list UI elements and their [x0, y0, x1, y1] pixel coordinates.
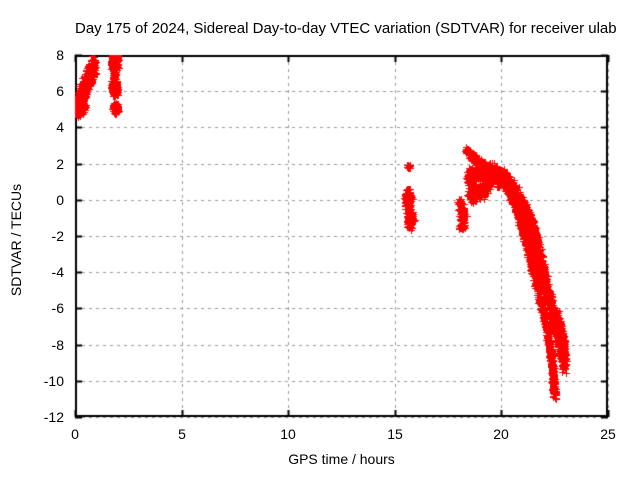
y-tick-label: -6 — [51, 300, 64, 316]
x-tick-label: 20 — [493, 426, 509, 442]
x-tick-label: 10 — [280, 426, 296, 442]
y-tick-label: 2 — [56, 156, 64, 172]
y-tick-label: 4 — [56, 119, 64, 135]
x-tick-label: 0 — [71, 426, 79, 442]
y-tick-label: 8 — [56, 47, 64, 63]
y-tick-label: -10 — [43, 373, 64, 389]
x-tick-label: 5 — [178, 426, 186, 442]
y-tick-label: 6 — [56, 83, 64, 99]
y-tick-label: 0 — [56, 192, 64, 208]
y-tick-label: -12 — [43, 409, 64, 425]
y-tick-label: -2 — [51, 228, 64, 244]
x-tick-label: 15 — [387, 426, 403, 442]
x-axis-title: GPS time / hours — [288, 451, 395, 467]
chart-title: Day 175 of 2024, Sidereal Day-to-day VTE… — [75, 20, 617, 37]
y-tick-label: -4 — [51, 264, 64, 280]
x-tick-label: 25 — [600, 426, 616, 442]
y-tick-label: -8 — [51, 337, 64, 353]
